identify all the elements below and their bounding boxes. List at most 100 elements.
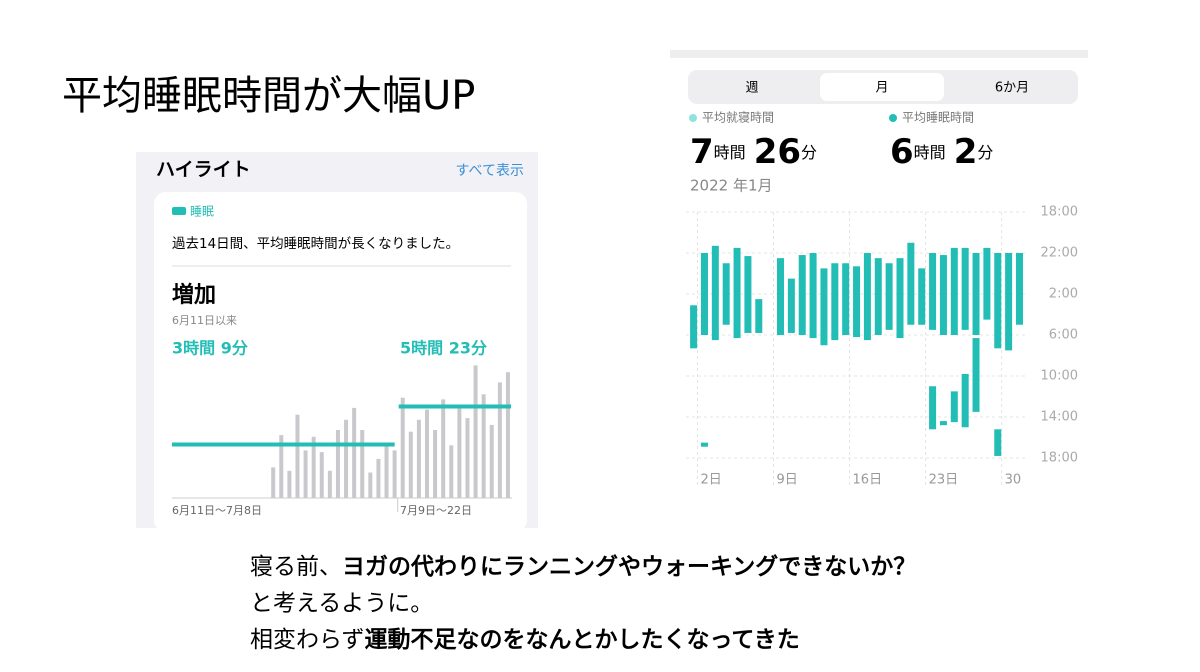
bar — [416, 419, 421, 498]
sleep-range — [907, 242, 915, 325]
sleep-range — [787, 278, 795, 333]
legend-dot — [689, 114, 697, 122]
y-tick-label: 14:00 — [1041, 410, 1078, 425]
stat-hours: 6 — [890, 132, 914, 172]
stat-minutes: 2 — [954, 132, 978, 172]
bar — [303, 450, 308, 498]
sleep-range — [885, 263, 893, 330]
legend-dot — [889, 114, 897, 122]
stat-hours-unit: 時間 — [914, 143, 946, 162]
sleep-range — [939, 421, 947, 426]
sleep-range — [929, 386, 937, 430]
bar — [279, 435, 284, 498]
message: 過去14日間、平均睡眠時間が長くなりました。 — [172, 236, 459, 252]
bar — [400, 397, 405, 498]
stat-value: 7時間 26分 — [690, 132, 817, 172]
y-tick-label: 22:00 — [1041, 246, 1078, 261]
caption-text: 相変わらず — [250, 627, 365, 653]
sleep-range — [972, 253, 980, 335]
bar — [473, 365, 478, 498]
bar — [295, 414, 300, 498]
sleep-range — [994, 429, 1002, 456]
tab-selected — [820, 73, 944, 101]
caption-text: 運動不足なのをなんとかしたくなってきた — [365, 627, 800, 653]
bar — [481, 394, 486, 498]
sleep-range — [874, 258, 882, 335]
sleep-range — [863, 253, 871, 341]
sleep-range — [711, 245, 719, 341]
x-tick-label: 30 — [1005, 473, 1022, 488]
sleep-range — [820, 268, 828, 346]
bar — [384, 445, 389, 498]
bar — [376, 458, 381, 498]
y-tick-label: 18:00 — [1041, 451, 1078, 466]
bar — [287, 470, 292, 498]
sleep-range — [755, 299, 763, 333]
period-label: 6月11日〜7月8日 — [172, 504, 262, 517]
x-tick-label: 2日 — [700, 473, 721, 488]
stat-minutes-unit: 分 — [977, 143, 993, 162]
y-tick-label: 10:00 — [1041, 369, 1078, 384]
stat-minutes-unit: 分 — [801, 143, 817, 162]
caption-text: 寝る前、 — [250, 554, 342, 580]
bar — [408, 431, 413, 498]
caption-line: と考えるように。 — [250, 590, 433, 616]
y-tick-label: 2:00 — [1049, 287, 1078, 302]
sleep-range — [1015, 253, 1023, 325]
bar — [433, 430, 438, 498]
bar — [489, 424, 494, 498]
bar — [311, 436, 316, 498]
sleep-range — [690, 305, 698, 349]
sleep-range — [983, 247, 991, 320]
bar — [335, 430, 340, 498]
stat-hours: 7 — [690, 132, 714, 172]
average-label: 5時間 23分 — [400, 339, 487, 358]
stat-hours-unit: 時間 — [714, 143, 746, 162]
sleep-range — [896, 258, 904, 339]
header: ハイライト — [156, 159, 251, 181]
category: 睡眠 — [190, 205, 214, 219]
bar — [271, 467, 276, 498]
sleep-range — [831, 263, 839, 341]
caption-text: ヨガの代わりにランニングやウォーキングできないか？ — [342, 553, 916, 580]
caption-text: と考えるように。 — [250, 590, 433, 616]
x-tick-label: 16日 — [853, 473, 883, 488]
bar — [344, 419, 349, 498]
tab[interactable]: 6か月 — [995, 81, 1029, 96]
bar — [505, 372, 510, 498]
bar — [319, 452, 324, 498]
bar — [368, 472, 373, 498]
stat-label: 平均睡眠時間 — [902, 111, 974, 125]
sleep-range — [939, 255, 947, 335]
period: 2022 年1月 — [690, 177, 773, 195]
sleep-range — [777, 258, 785, 335]
show-all[interactable]: すべて表示 — [456, 163, 524, 179]
sleep-range — [950, 391, 958, 423]
bar — [425, 409, 429, 498]
sleep-range — [809, 253, 817, 339]
tab[interactable]: 週 — [745, 81, 758, 96]
stat-minutes: 26 — [754, 132, 801, 172]
bar — [449, 445, 454, 498]
sleep-range — [972, 338, 980, 412]
x-tick-label: 9日 — [777, 473, 798, 488]
bar — [465, 418, 470, 498]
since: 6月11日以来 — [172, 314, 237, 327]
sleep-range — [950, 247, 958, 335]
bed-icon — [172, 207, 186, 215]
caption-line: 寝る前、ヨガの代わりにランニングやウォーキングできないか？ — [250, 553, 916, 580]
sleep-range — [853, 266, 861, 338]
tab[interactable]: 月 — [875, 81, 888, 96]
bar — [327, 470, 332, 498]
sleep-range — [929, 253, 937, 330]
sleep-range — [1005, 253, 1013, 351]
caption-line: 相変わらず運動不足なのをなんとかしたくなってきた — [250, 627, 800, 653]
sleep-range — [733, 247, 741, 339]
y-tick-label: 6:00 — [1049, 328, 1078, 343]
sleep-range — [918, 268, 926, 325]
stat-label: 平均就寝時間 — [702, 110, 774, 125]
sleep-range — [961, 247, 969, 330]
sleep-range — [961, 373, 969, 428]
top-bar — [670, 50, 1088, 58]
